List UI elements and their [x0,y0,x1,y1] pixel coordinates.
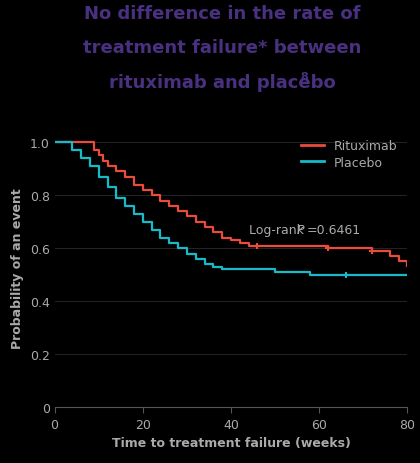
Rituximab [87,140,92,146]
Rituximab [211,230,216,236]
Rituximab [167,204,172,209]
Placebo [131,212,136,217]
Rituximab [123,175,128,180]
Rituximab [114,169,119,175]
Rituximab [352,246,357,251]
Line: Placebo: Placebo [55,143,407,275]
Rituximab [246,243,251,249]
Rituximab [184,214,189,220]
Rituximab [387,254,392,259]
Placebo [405,272,410,278]
Placebo [105,185,110,191]
Y-axis label: Probability of an event: Probability of an event [11,188,24,349]
Placebo [149,227,154,233]
Rituximab [140,188,145,193]
Placebo [79,156,84,162]
Rituximab [193,219,198,225]
Rituximab [149,193,154,199]
Rituximab [52,140,57,146]
Rituximab [317,243,322,249]
Placebo [273,270,278,275]
Rituximab [237,241,242,246]
Placebo [211,264,216,270]
Text: 8: 8 [300,72,308,82]
Placebo [308,272,313,278]
Rituximab [299,243,304,249]
Rituximab [273,243,278,249]
Rituximab [158,198,163,204]
Rituximab [176,209,181,214]
Rituximab [202,225,207,230]
Placebo [96,175,101,180]
Placebo [140,219,145,225]
Placebo [326,272,331,278]
Placebo [167,241,172,246]
Placebo [220,267,225,273]
Rituximab [228,238,234,244]
Rituximab [105,164,110,169]
Rituximab [92,148,97,154]
Placebo [176,246,181,251]
Placebo [343,272,348,278]
Placebo [114,196,119,201]
Rituximab [101,159,106,164]
Placebo [158,235,163,241]
Placebo [255,267,260,273]
Text: Log-rank: Log-rank [249,223,307,236]
Line: Rituximab: Rituximab [55,143,407,267]
Rituximab [396,259,401,265]
Placebo [334,272,339,278]
Placebo [246,267,251,273]
Placebo [123,204,128,209]
Rituximab [131,182,136,188]
Rituximab [220,235,225,241]
Text: rituximab and placebo: rituximab and placebo [109,74,336,92]
Text: No difference in the rate of: No difference in the rate of [84,5,361,23]
Placebo [52,140,57,146]
Text: treatment failure* between: treatment failure* between [84,39,362,57]
Legend: Rituximab, Placebo: Rituximab, Placebo [297,136,401,173]
Placebo [228,267,234,273]
X-axis label: Time to treatment failure (weeks): Time to treatment failure (weeks) [112,436,350,449]
Placebo [202,262,207,267]
Rituximab [334,246,339,251]
Rituximab [405,264,410,270]
Rituximab [370,249,375,254]
Placebo [87,164,92,169]
Rituximab [255,243,260,249]
Placebo [193,257,198,262]
Placebo [237,267,242,273]
Text: P: P [296,223,304,236]
Placebo [184,251,189,257]
Rituximab [96,153,101,159]
Text: =0.6461: =0.6461 [306,223,360,236]
Rituximab [326,246,331,251]
Placebo [290,270,295,275]
Placebo [70,148,75,154]
